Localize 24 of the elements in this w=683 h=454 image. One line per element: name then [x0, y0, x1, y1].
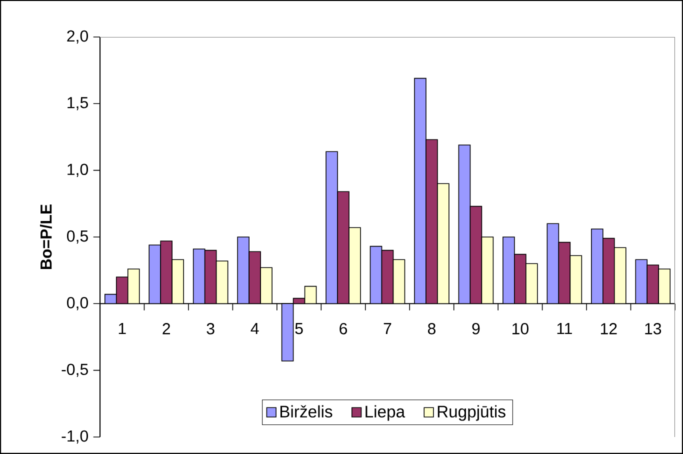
x-tick-label: 4: [250, 323, 259, 334]
y-tick-label: 0,0: [67, 297, 88, 310]
legend-label: Rugpjūtis: [438, 405, 506, 421]
x-tick-label: 1: [118, 323, 126, 334]
x-tick-label: 7: [384, 323, 392, 334]
y-tick-label: -0,5: [62, 364, 88, 377]
x-tick-label: 12: [600, 323, 617, 334]
x-tick-label: 3: [206, 323, 214, 334]
y-tick-label: 1,5: [68, 97, 88, 110]
legend-label: Liepa: [366, 405, 406, 421]
y-tick-label: 2,0: [67, 30, 88, 44]
y-tick-label: 0,5: [67, 230, 88, 244]
x-tick-label: 9: [472, 323, 480, 334]
y-axis-title: Bo=P/LE: [40, 204, 52, 270]
x-tick-label: 2: [162, 323, 170, 334]
x-tick-label: 10: [512, 323, 528, 334]
x-tick-label: 6: [340, 323, 348, 334]
y-tick-label: 1,0: [68, 164, 88, 177]
legend-label: Birželis: [280, 405, 332, 418]
x-tick-label: 8: [428, 323, 436, 334]
x-tick-label: 5: [295, 323, 303, 334]
x-tick-label: 11: [557, 323, 572, 334]
y-tick-label: -1,0: [62, 430, 88, 444]
x-tick-label: 13: [645, 323, 662, 334]
